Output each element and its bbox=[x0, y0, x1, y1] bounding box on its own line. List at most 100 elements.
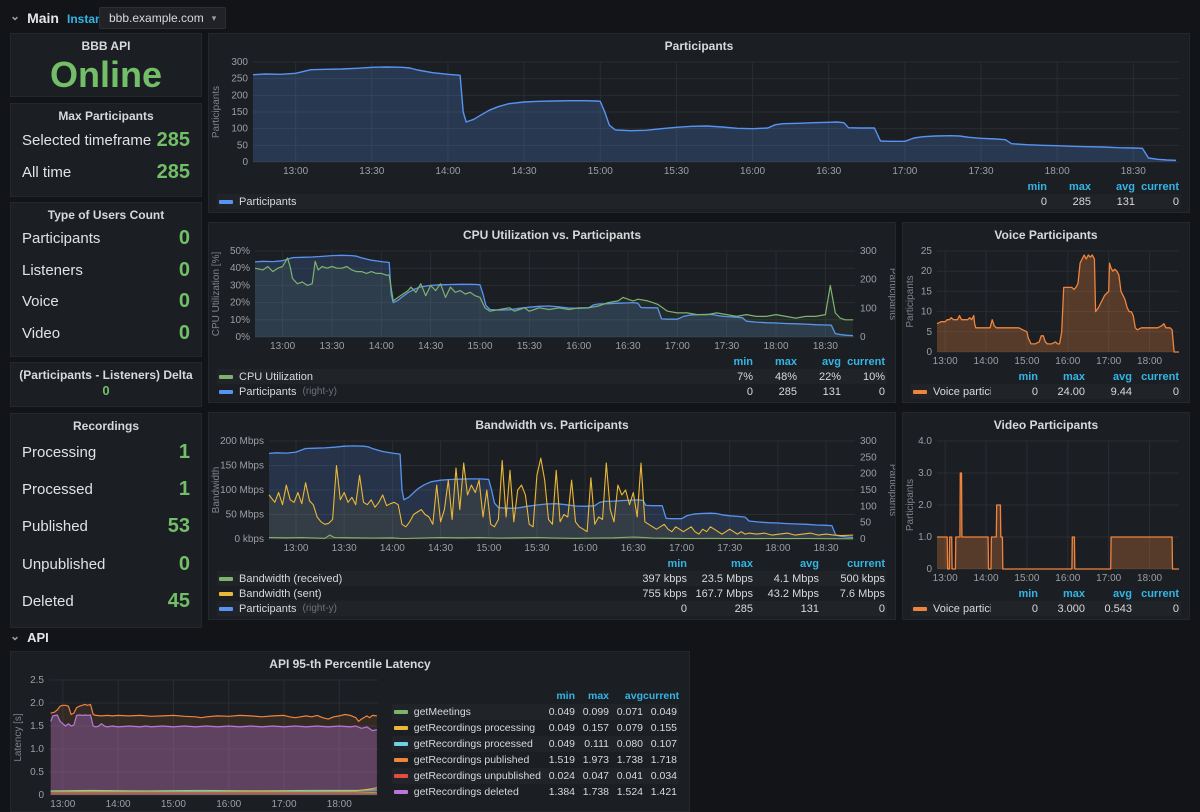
svg-text:0: 0 bbox=[860, 534, 866, 545]
svg-text:200: 200 bbox=[231, 90, 248, 101]
stat-label: All time bbox=[22, 164, 71, 181]
legend-header-cell: min bbox=[709, 356, 753, 368]
legend-header-cell: max bbox=[575, 690, 609, 702]
legend-header: minmaxavgcurrent bbox=[217, 556, 887, 571]
legend-header-cell: max bbox=[1047, 181, 1091, 193]
legend-row[interactable]: Participants(right-y)02851310 bbox=[217, 384, 887, 399]
delta-value: 0 bbox=[11, 383, 201, 406]
video-chart[interactable]: 13:0014:0015:0016:0017:0018:0001.02.03.0… bbox=[903, 433, 1189, 585]
legend-stat-value: 1.973 bbox=[575, 754, 609, 766]
api-latency-chart[interactable]: 13:0014:0015:0016:0017:0018:0000.51.01.5… bbox=[11, 672, 388, 811]
legend-row[interactable]: Bandwidth (received)397 kbps23.5 Mbps4.1… bbox=[217, 571, 887, 586]
legend-header-cell: min bbox=[991, 588, 1038, 600]
stat-rows: Selected timeframe285All time285 bbox=[11, 124, 201, 196]
section-header-api[interactable]: ⌄ API bbox=[10, 630, 49, 645]
series-name: Participants bbox=[239, 603, 296, 615]
legend-stat-value: 0.107 bbox=[643, 738, 677, 750]
legend-row[interactable]: getRecordings processing0.0490.1570.0790… bbox=[392, 720, 679, 736]
series-color-marker bbox=[913, 390, 927, 394]
legend-stat-value: 0 bbox=[991, 386, 1038, 398]
stat-label: Processing bbox=[22, 444, 96, 461]
legend-header-cell: min bbox=[1003, 181, 1047, 193]
participants-chart[interactable]: 13:0013:3014:0014:3015:0015:3016:0016:30… bbox=[209, 54, 1189, 178]
bandwidth-chart[interactable]: 13:0013:3014:0014:3015:0015:3016:0016:30… bbox=[209, 433, 895, 555]
panel-title: (Participants - Listeners) Delta bbox=[11, 363, 201, 383]
legend-stat-value: 7% bbox=[709, 371, 753, 383]
svg-text:50 Mbps: 50 Mbps bbox=[226, 510, 264, 521]
svg-text:15:00: 15:00 bbox=[467, 341, 492, 352]
legend-row[interactable]: Participants02851310 bbox=[217, 194, 1181, 209]
svg-text:16:00: 16:00 bbox=[573, 543, 598, 554]
svg-text:200: 200 bbox=[860, 469, 877, 480]
legend-stat-value: 0.155 bbox=[643, 722, 677, 734]
series-name: Bandwidth (received) bbox=[239, 573, 342, 585]
svg-text:13:00: 13:00 bbox=[270, 341, 295, 352]
legend-header: minmaxavgcurrent bbox=[217, 354, 887, 369]
legend-row[interactable]: getRecordings unpublished0.0240.0470.041… bbox=[392, 768, 679, 784]
svg-text:18:00: 18:00 bbox=[1137, 356, 1162, 367]
svg-text:25: 25 bbox=[921, 246, 933, 257]
panel-title: Voice Participants bbox=[903, 223, 1189, 243]
voice-chart[interactable]: 13:0014:0015:0016:0017:0018:000510152025… bbox=[903, 243, 1189, 368]
svg-text:0.5: 0.5 bbox=[30, 767, 44, 778]
svg-text:Latency [s]: Latency [s] bbox=[13, 713, 24, 762]
legend-row[interactable]: getRecordings deleted1.3841.7381.5241.42… bbox=[392, 784, 679, 800]
legend-row[interactable]: getRecordings processed0.0490.1110.0800.… bbox=[392, 736, 679, 752]
svg-text:17:00: 17:00 bbox=[271, 799, 296, 810]
stat-label: Voice bbox=[22, 293, 59, 310]
legend-row[interactable]: Voice participants024.009.440 bbox=[911, 384, 1181, 399]
svg-text:2.0: 2.0 bbox=[30, 698, 44, 709]
svg-text:15: 15 bbox=[921, 286, 933, 297]
legend-header-cell: max bbox=[1038, 371, 1085, 383]
svg-text:18:30: 18:30 bbox=[813, 341, 838, 352]
legend-header-cell: avg bbox=[1091, 181, 1135, 193]
svg-text:18:00: 18:00 bbox=[327, 799, 352, 810]
svg-text:Participants: Participants bbox=[905, 479, 916, 531]
legend-stat-value: 500 kbps bbox=[819, 573, 885, 585]
svg-text:150: 150 bbox=[860, 485, 877, 496]
legend-stat-value: 0.099 bbox=[575, 706, 609, 718]
svg-text:13:30: 13:30 bbox=[332, 543, 357, 554]
legend-row[interactable]: Bandwidth (sent)755 kbps167.7 Mbps43.2 M… bbox=[217, 586, 887, 601]
legend-row[interactable]: getRecordings published1.5191.9731.7381.… bbox=[392, 752, 679, 768]
legend-header-cell: current bbox=[1135, 181, 1179, 193]
svg-text:40%: 40% bbox=[230, 263, 250, 274]
legend-header-cell: avg bbox=[753, 558, 819, 570]
svg-text:Participants: Participants bbox=[887, 464, 895, 516]
stat-row: Participants0 bbox=[22, 227, 190, 250]
svg-text:0: 0 bbox=[926, 347, 932, 358]
series-name: getRecordings unpublished bbox=[414, 770, 541, 782]
legend-stat-value: 0.049 bbox=[541, 706, 575, 718]
legend-stat-value: 4.1 Mbps bbox=[753, 573, 819, 585]
svg-text:250: 250 bbox=[231, 74, 248, 85]
svg-text:300: 300 bbox=[860, 246, 877, 257]
legend-header-cell: current bbox=[643, 690, 677, 702]
legend-stat-value: 7.6 Mbps bbox=[819, 588, 885, 600]
stat-value: 1 bbox=[179, 441, 190, 464]
legend-row[interactable]: Participants(right-y)02851310 bbox=[217, 601, 887, 616]
svg-text:17:00: 17:00 bbox=[892, 166, 917, 177]
svg-text:Bandwidth: Bandwidth bbox=[211, 467, 222, 514]
stat-row: Published53 bbox=[22, 515, 190, 538]
svg-text:20: 20 bbox=[921, 266, 933, 277]
stat-value: 0 bbox=[179, 290, 190, 313]
panel-api-latency: API 95-th Percentile Latency 13:0014:001… bbox=[10, 651, 690, 812]
panel-title: Participants bbox=[209, 34, 1189, 54]
legend-row[interactable]: Voice participants03.0000.5430 bbox=[911, 601, 1181, 616]
legend-row[interactable]: CPU Utilization7%48%22%10% bbox=[217, 369, 887, 384]
cpu-chart[interactable]: 13:0013:3014:0014:3015:0015:3016:0016:30… bbox=[209, 243, 895, 353]
legend-row[interactable]: getMeetings0.0490.0990.0710.049 bbox=[392, 704, 679, 720]
legend-stat-value: 0 bbox=[1003, 196, 1047, 208]
stat-label: Published bbox=[22, 518, 88, 535]
legend-stat-value: 0 bbox=[819, 603, 885, 615]
svg-text:16:00: 16:00 bbox=[566, 341, 591, 352]
stat-value: 285 bbox=[157, 129, 190, 152]
legend-stat-value: 285 bbox=[1047, 196, 1091, 208]
instance-dropdown[interactable]: bbb.example.com ▾ bbox=[99, 7, 226, 29]
section-header-main[interactable]: ⌄ Main bbox=[10, 10, 59, 26]
stat-value: 1 bbox=[179, 478, 190, 501]
legend-stat-value: 1.519 bbox=[541, 754, 575, 766]
legend-header-cell: avg bbox=[1085, 588, 1132, 600]
legend-stat-value: 0 bbox=[709, 386, 753, 398]
legend-stat-value: 1.421 bbox=[643, 786, 677, 798]
